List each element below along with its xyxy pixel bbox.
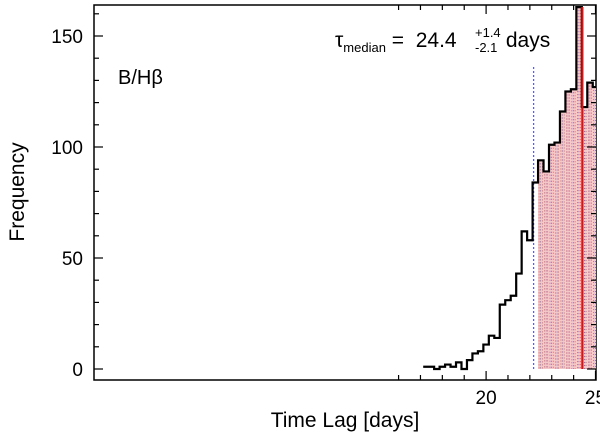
interval-shade-bar [587, 82, 593, 370]
histogram-bar [505, 300, 510, 369]
tau-symbol: τ [335, 29, 344, 52]
interval-shade-bar [549, 144, 555, 369]
x-tick-label: 25 [585, 388, 600, 409]
unit-label: days [500, 29, 550, 52]
y-tick-label: 150 [51, 27, 83, 48]
interval-shade-bar [538, 160, 544, 369]
median-value: 24.4 [416, 29, 457, 52]
histogram-bar [511, 296, 516, 369]
y-tick-label: 50 [62, 249, 83, 270]
histogram-bar [494, 338, 499, 369]
upper-error: +1.4 [475, 25, 501, 40]
y-tick-label: 0 [72, 360, 83, 381]
x-tick-label: 20 [476, 388, 497, 409]
y-tick-label: 100 [51, 138, 83, 159]
interval-shade-bar [581, 107, 588, 369]
interval-shade-bar [554, 142, 560, 369]
median-annotation: τmedian = 24.4 [335, 29, 457, 55]
interval-shade-bar [559, 111, 566, 369]
interval-shade-bar [570, 89, 577, 369]
panel-label: B/Hβ [118, 67, 163, 89]
x-axis-title: Time Lag [days] [271, 409, 420, 432]
interval-shade-bar [592, 87, 596, 369]
equals-sign: = [386, 29, 416, 52]
median-subscript: median [343, 40, 386, 55]
y-axis-title: Frequency [6, 142, 29, 242]
histogram-outline [423, 6, 596, 371]
interval-shade-bar [543, 171, 550, 369]
lower-error: -2.1 [475, 40, 497, 55]
plot-frame [93, 4, 597, 381]
histogram-bar [527, 240, 532, 369]
